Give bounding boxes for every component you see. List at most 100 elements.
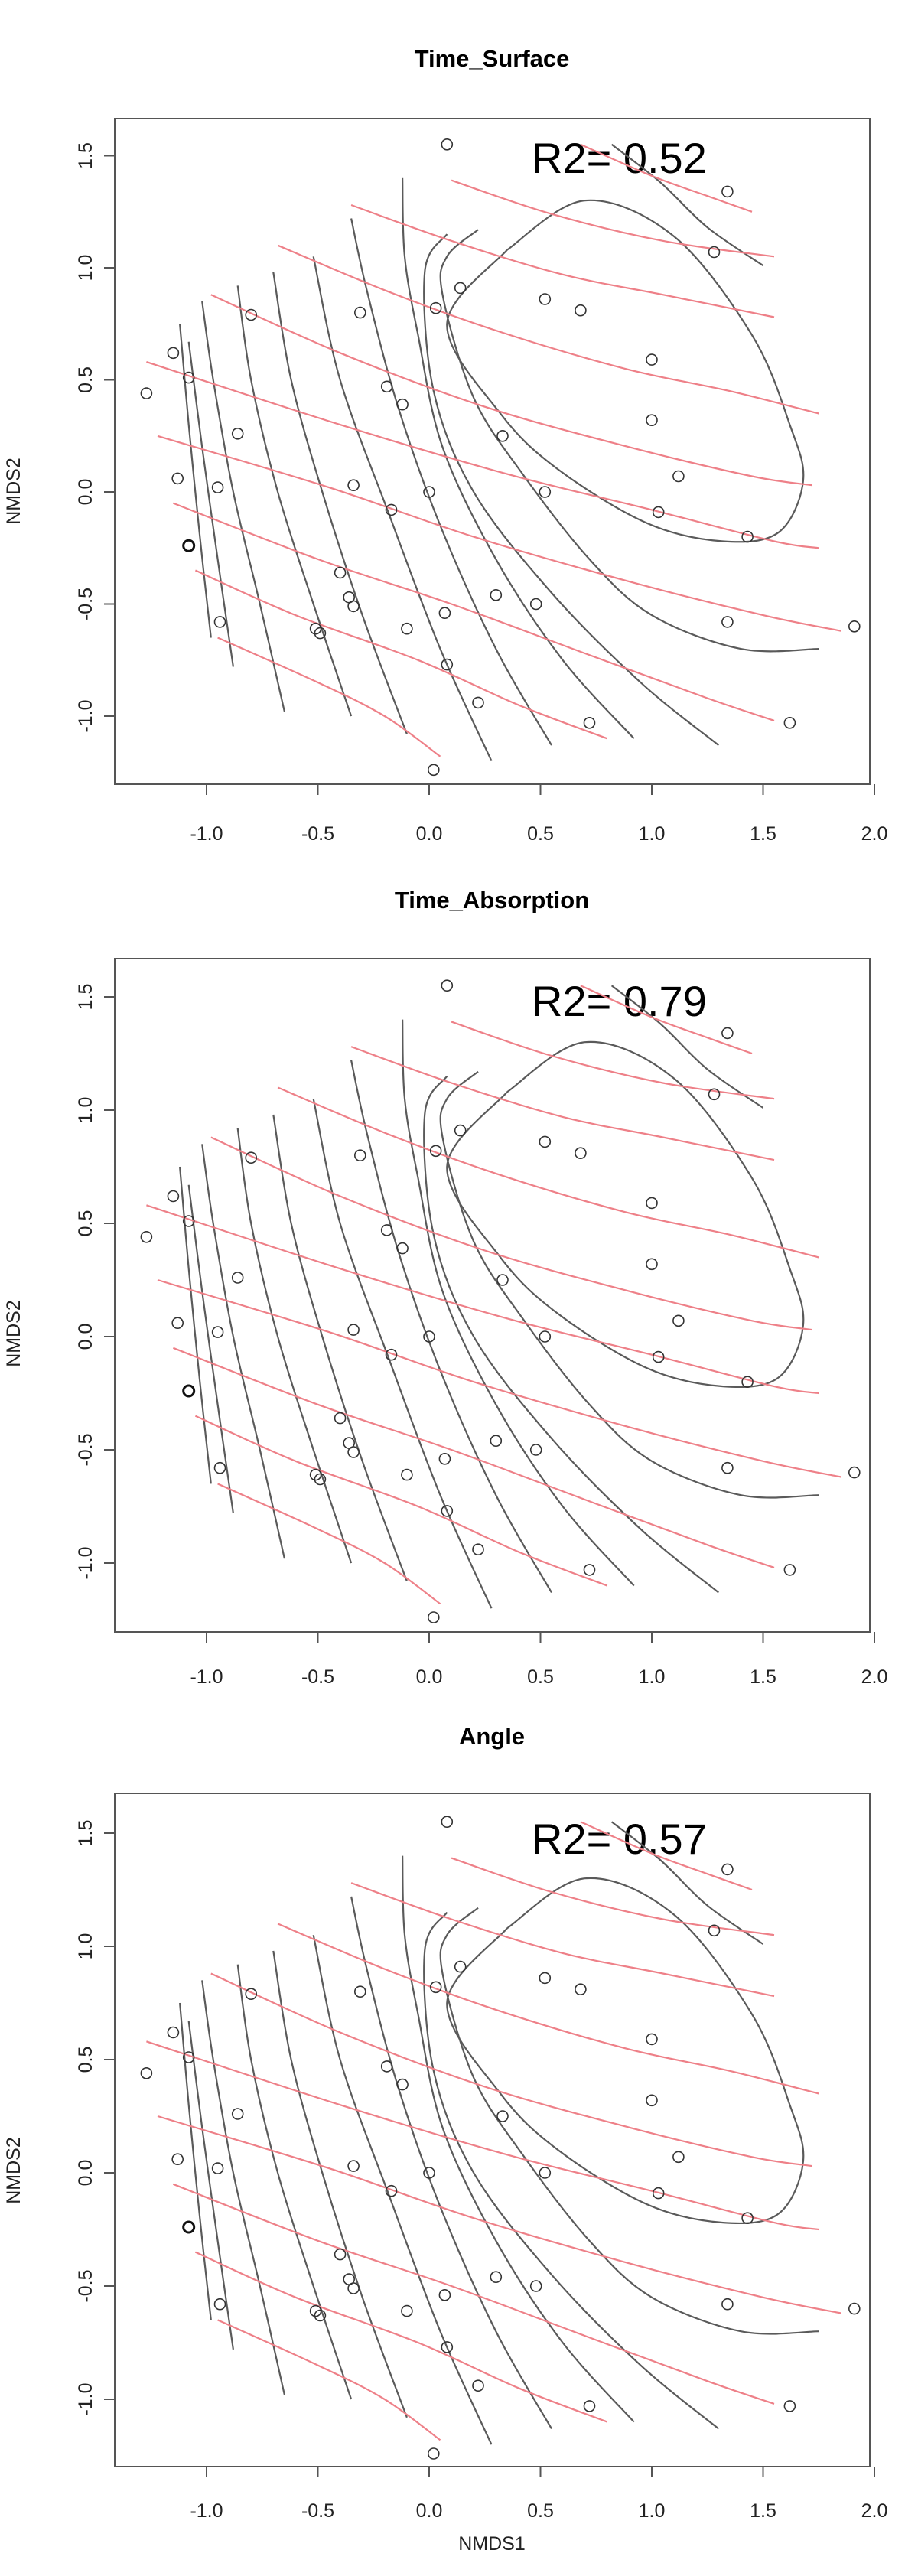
data-point <box>429 1981 442 1994</box>
data-point <box>652 2187 665 2200</box>
pink-contour-line <box>157 1278 842 1478</box>
pink-contour-line <box>350 1882 775 1998</box>
data-point <box>539 1135 552 1148</box>
x-tick-label: 0.5 <box>527 823 554 845</box>
data-point <box>314 627 327 640</box>
x-tick-label: 2.0 <box>861 2500 888 2522</box>
y-tick-label: 0.0 <box>75 2160 96 2187</box>
x-axis-ticks: -1.0 -0.5 0.0 0.5 1.0 1.5 2.0 <box>190 784 887 845</box>
data-point <box>575 304 587 317</box>
data-point <box>213 2298 226 2311</box>
pink-contour-line <box>210 1972 812 2167</box>
data-point <box>441 138 454 151</box>
data-point <box>441 1505 454 1517</box>
data-point <box>721 616 734 628</box>
data-point <box>539 1330 552 1343</box>
data-point <box>721 185 734 198</box>
data-point <box>171 1317 184 1329</box>
x-tick-label: 0.5 <box>527 2500 554 2522</box>
data-point <box>429 1145 442 1158</box>
data-point <box>167 347 180 360</box>
data-point <box>396 1242 409 1255</box>
gray-contour-line <box>350 1060 552 1594</box>
data-point <box>347 600 360 613</box>
data-point <box>672 2151 685 2164</box>
data-point <box>646 414 658 427</box>
gray-contour-line <box>179 1166 212 1484</box>
data-point <box>231 427 244 440</box>
y-tick-label: 1.5 <box>75 142 96 169</box>
data-point <box>380 380 393 393</box>
data-point <box>472 1543 484 1555</box>
data-point <box>423 2167 435 2179</box>
data-point <box>652 506 665 519</box>
plot-title: Time_Surface <box>415 45 570 72</box>
data-point <box>347 1446 360 1458</box>
x-tick-label: 0.0 <box>416 2500 443 2522</box>
gray-contour-line <box>236 1964 353 2400</box>
gray-contour-line <box>610 985 764 1109</box>
gray-contour-line <box>236 285 353 717</box>
y-axis-ticks: -1.0 -0.5 0.0 0.5 1.0 1.5 <box>75 1820 115 2416</box>
x-axis-ticks: -1.0 -0.5 0.0 0.5 1.0 1.5 2.0 <box>190 2467 887 2522</box>
data-point <box>427 764 440 777</box>
data-point <box>423 1330 435 1343</box>
y-axis-label: NMDS2 <box>3 458 24 525</box>
x-tick-label: -1.0 <box>190 2500 223 2522</box>
data-point <box>583 716 596 729</box>
data-point <box>140 2067 153 2079</box>
data-point <box>646 2033 658 2046</box>
data-point <box>396 398 409 411</box>
data-point <box>167 2026 180 2039</box>
data-point <box>708 246 721 259</box>
data-point <box>646 1197 658 1210</box>
data-point <box>140 387 153 399</box>
data-point <box>211 1326 224 1338</box>
x-tick-label: -0.5 <box>301 1666 334 1688</box>
pink-contour-line <box>146 1204 819 1395</box>
y-tick-label: -1.0 <box>75 2382 96 2415</box>
data-point <box>454 1124 467 1137</box>
plot-title: Time_Absorption <box>395 887 589 913</box>
y-axis-label: NMDS2 <box>3 1300 24 1367</box>
data-point <box>646 1258 658 1271</box>
data-point <box>583 1564 596 1576</box>
data-point <box>353 1149 366 1161</box>
data-point <box>496 1274 509 1286</box>
pink-contour-line <box>146 2040 819 2231</box>
pink-contour-line <box>172 502 775 721</box>
gray-contour-line <box>179 324 212 638</box>
pink-contour-line <box>580 985 753 1055</box>
y-tick-label: -0.5 <box>75 2269 96 2302</box>
y-tick-label: -0.5 <box>75 588 96 620</box>
gray-contour-line <box>402 177 635 740</box>
gray-contour-line <box>446 1877 805 2225</box>
pink-contour-line <box>451 1857 775 1936</box>
y-tick-label: 0.0 <box>75 1324 96 1350</box>
x-tick-label: 1.5 <box>750 2500 776 2522</box>
y-tick-label: -1.0 <box>75 699 96 732</box>
data-point <box>401 622 413 635</box>
data-point <box>182 2051 195 2063</box>
pink-contour-line <box>194 1415 608 1587</box>
x-tick-label: 0.5 <box>527 1666 554 1688</box>
data-point <box>182 371 195 384</box>
data-point <box>211 2162 224 2174</box>
pink-contour-line <box>277 244 819 415</box>
data-point <box>385 1348 398 1361</box>
data-point <box>427 2447 440 2460</box>
gray-contour-line <box>272 1950 408 2418</box>
gray-contour-line <box>187 341 234 667</box>
data-point <box>380 2060 393 2073</box>
data-point <box>427 1611 440 1623</box>
data-point <box>309 1468 322 1481</box>
gray-contour-line <box>187 1184 234 1514</box>
gray-contour-line <box>236 1128 353 1564</box>
gray-contour-line <box>272 1114 408 1582</box>
data-point <box>575 1983 587 1995</box>
data-point <box>741 530 754 543</box>
y-axis-ticks: -1.0 -0.5 0.0 0.5 1.0 1.5 <box>75 142 115 733</box>
r2-annotation: R2= 0.52 <box>532 134 707 182</box>
data-point <box>438 607 451 620</box>
